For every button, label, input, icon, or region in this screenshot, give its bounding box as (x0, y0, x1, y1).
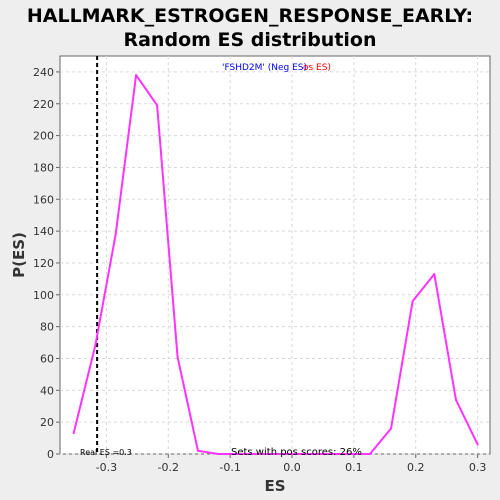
data-point (411, 300, 414, 303)
data-point (156, 104, 159, 107)
plot-background (59, 55, 491, 455)
y-tick-label: 220 (33, 98, 54, 111)
x-axis-label: ES (264, 477, 285, 495)
x-tick-label: 0.1 (345, 461, 363, 474)
series-line (72, 74, 479, 455)
data-point (72, 432, 75, 435)
data-point (454, 398, 457, 401)
data-point (135, 74, 138, 77)
grid-lines (60, 56, 490, 455)
x-tick-label: -0.1 (219, 461, 240, 474)
y-tick-label: 0 (47, 448, 54, 461)
chart-title-line-1: HALLMARK_ESTROGEN_RESPONSE_EARLY: (26, 5, 474, 27)
data-point (476, 443, 479, 446)
x-tick-label: -0.2 (158, 461, 179, 474)
y-tick-label: 140 (33, 225, 54, 238)
data-point (114, 233, 117, 236)
y-tick-label: 120 (33, 257, 54, 270)
x-tick-label: 0.0 (283, 461, 301, 474)
y-axis-label: P(ES) (10, 232, 28, 278)
y-tick-label: 100 (33, 289, 54, 302)
y-tick-label: 40 (40, 384, 54, 397)
data-point (390, 427, 393, 430)
chart-title-line-2: Random ES distribution (123, 29, 377, 51)
series-layer (72, 74, 479, 455)
x-tick-label: 0.3 (469, 461, 487, 474)
x-tick-label: -0.3 (96, 461, 117, 474)
data-point (433, 273, 436, 276)
data-point (217, 453, 220, 455)
pos-scores-label: Sets with pos scores: 26% (231, 447, 362, 458)
legend-neg-es: 'FSHD2M' (Neg ES) (222, 63, 307, 73)
axis-ticks: 0 20 40 60 80 100 120 140 160 180 200 220 240 -0.3 -0.… (33, 66, 486, 474)
y-tick-label: 160 (33, 193, 54, 206)
y-tick-label: 200 (33, 130, 54, 143)
data-point (368, 453, 371, 455)
data-point (196, 449, 199, 452)
data-point (176, 355, 179, 358)
y-tick-label: 80 (40, 321, 54, 334)
data-point (94, 344, 97, 347)
y-tick-label: 20 (40, 416, 54, 429)
real-es-label: Real ES =0.3 (80, 448, 132, 457)
y-tick-label: 240 (33, 66, 54, 79)
x-tick-label: 0.2 (407, 461, 425, 474)
y-tick-label: 180 (33, 161, 54, 174)
legend-pos-es: os ES) (303, 63, 331, 73)
y-tick-label: 60 (40, 352, 54, 365)
